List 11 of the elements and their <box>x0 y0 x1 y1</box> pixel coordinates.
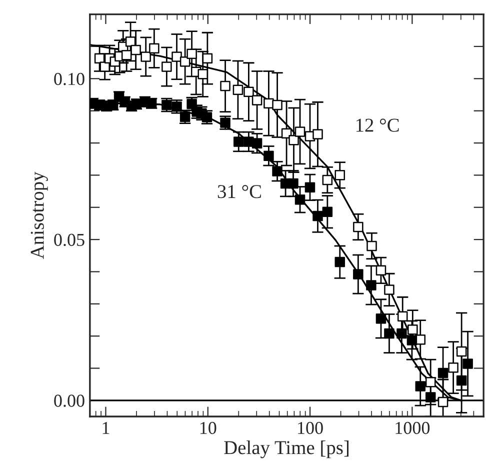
y-axis-title: Anisotropy <box>30 172 48 259</box>
y-tick-label: 0.10 <box>54 72 84 86</box>
x-tick-label: 100 <box>298 422 323 434</box>
x-tick-label: 1000 <box>396 422 430 434</box>
annotation: 12 °C <box>356 118 399 132</box>
annotation: 31 °C <box>218 185 261 198</box>
x-tick-label: 1 <box>102 422 110 434</box>
y-tick-label: 0.05 <box>54 234 84 246</box>
y-tick-label: 0.00 <box>54 394 84 407</box>
x-axis-title: Delay Time [ps] <box>224 440 348 458</box>
x-tick-label: 10 <box>200 422 216 434</box>
